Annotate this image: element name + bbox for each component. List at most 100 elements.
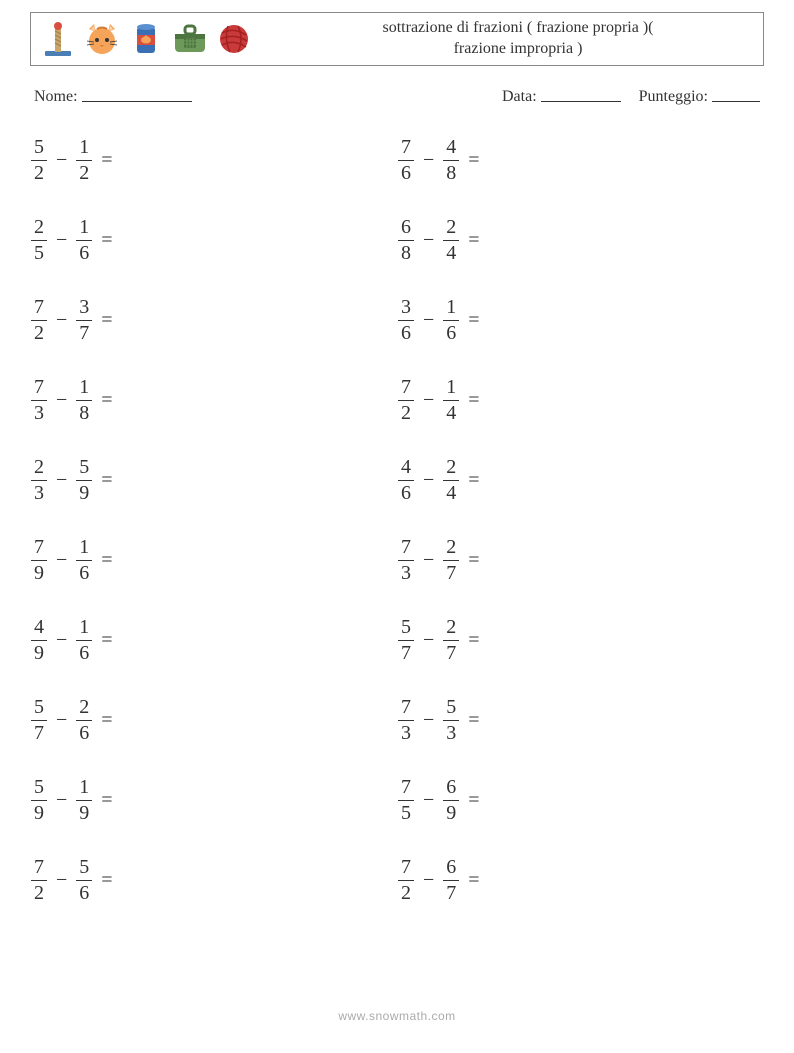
fraction: 16: [442, 296, 460, 345]
problem: 59−19=: [30, 772, 397, 828]
denominator: 2: [76, 160, 92, 185]
info-row: Nome: Data: Punteggio:: [30, 88, 764, 106]
minus-sign: −: [415, 469, 442, 492]
fraction: 73: [30, 376, 48, 425]
denominator: 6: [398, 480, 414, 505]
denominator: 3: [398, 720, 414, 745]
numerator: 5: [31, 696, 47, 720]
numerator: 6: [443, 776, 459, 800]
denominator: 7: [398, 640, 414, 665]
pet-carrier-icon: [171, 20, 209, 58]
denominator: 5: [31, 240, 47, 265]
score-label: Punteggio:: [639, 88, 708, 106]
header-icons: [31, 20, 253, 58]
numerator: 7: [31, 536, 47, 560]
problem: 79−16=: [30, 532, 397, 588]
denominator: 7: [443, 640, 459, 665]
denominator: 6: [76, 560, 92, 585]
problem: 49−16=: [30, 612, 397, 668]
denominator: 8: [398, 240, 414, 265]
numerator: 5: [398, 616, 414, 640]
name-label: Nome:: [34, 88, 78, 106]
denominator: 9: [76, 480, 92, 505]
equals-sign: =: [93, 789, 112, 812]
worksheet-title: sottrazione di frazioni ( frazione propr…: [253, 18, 763, 60]
denominator: 6: [398, 320, 414, 345]
numerator: 1: [443, 376, 459, 400]
denominator: 6: [76, 720, 92, 745]
denominator: 6: [76, 880, 92, 905]
title-line-1: sottrazione di frazioni ( frazione propr…: [383, 19, 654, 36]
fraction: 24: [442, 456, 460, 505]
denominator: 3: [398, 560, 414, 585]
denominator: 6: [76, 640, 92, 665]
denominator: 9: [31, 640, 47, 665]
denominator: 6: [443, 320, 459, 345]
problem: 68−24=: [397, 212, 764, 268]
fraction: 12: [75, 136, 93, 185]
numerator: 4: [443, 136, 459, 160]
date-blank[interactable]: [541, 88, 621, 102]
numerator: 2: [443, 536, 459, 560]
problem: 75−69=: [397, 772, 764, 828]
equals-sign: =: [460, 709, 479, 732]
equals-sign: =: [93, 309, 112, 332]
fraction: 57: [30, 696, 48, 745]
fraction: 56: [75, 856, 93, 905]
numerator: 1: [76, 136, 92, 160]
minus-sign: −: [415, 389, 442, 412]
fraction: 79: [30, 536, 48, 585]
fraction: 72: [397, 376, 415, 425]
fraction: 59: [75, 456, 93, 505]
numerator: 2: [31, 216, 47, 240]
problem: 52−12=: [30, 132, 397, 188]
denominator: 2: [31, 160, 47, 185]
equals-sign: =: [93, 389, 112, 412]
numerator: 2: [76, 696, 92, 720]
problem: 76−48=: [397, 132, 764, 188]
minus-sign: −: [415, 549, 442, 572]
equals-sign: =: [460, 309, 479, 332]
score-blank[interactable]: [712, 88, 760, 102]
denominator: 5: [398, 800, 414, 825]
numerator: 4: [31, 616, 47, 640]
denominator: 7: [443, 880, 459, 905]
numerator: 3: [76, 296, 92, 320]
minus-sign: −: [48, 229, 75, 252]
numerator: 2: [443, 216, 459, 240]
fraction: 26: [75, 696, 93, 745]
fraction: 68: [397, 216, 415, 265]
fraction: 14: [442, 376, 460, 425]
fraction: 72: [30, 856, 48, 905]
fraction: 24: [442, 216, 460, 265]
denominator: 6: [398, 160, 414, 185]
numerator: 1: [76, 216, 92, 240]
numerator: 1: [76, 536, 92, 560]
numerator: 5: [76, 856, 92, 880]
problem: 57−26=: [30, 692, 397, 748]
minus-sign: −: [48, 869, 75, 892]
problem: 36−16=: [397, 292, 764, 348]
denominator: 2: [398, 400, 414, 425]
minus-sign: −: [415, 869, 442, 892]
name-blank[interactable]: [82, 88, 192, 102]
fraction: 73: [397, 696, 415, 745]
equals-sign: =: [460, 869, 479, 892]
equals-sign: =: [460, 229, 479, 252]
fraction: 53: [442, 696, 460, 745]
denominator: 7: [76, 320, 92, 345]
numerator: 1: [76, 376, 92, 400]
can-icon: [127, 20, 165, 58]
fraction: 16: [75, 536, 93, 585]
numerator: 4: [398, 456, 414, 480]
numerator: 7: [31, 856, 47, 880]
problem: 23−59=: [30, 452, 397, 508]
problem: 72−56=: [30, 852, 397, 908]
denominator: 9: [31, 800, 47, 825]
denominator: 2: [398, 880, 414, 905]
fraction: 46: [397, 456, 415, 505]
numerator: 7: [398, 136, 414, 160]
fraction: 19: [75, 776, 93, 825]
minus-sign: −: [48, 789, 75, 812]
minus-sign: −: [415, 229, 442, 252]
